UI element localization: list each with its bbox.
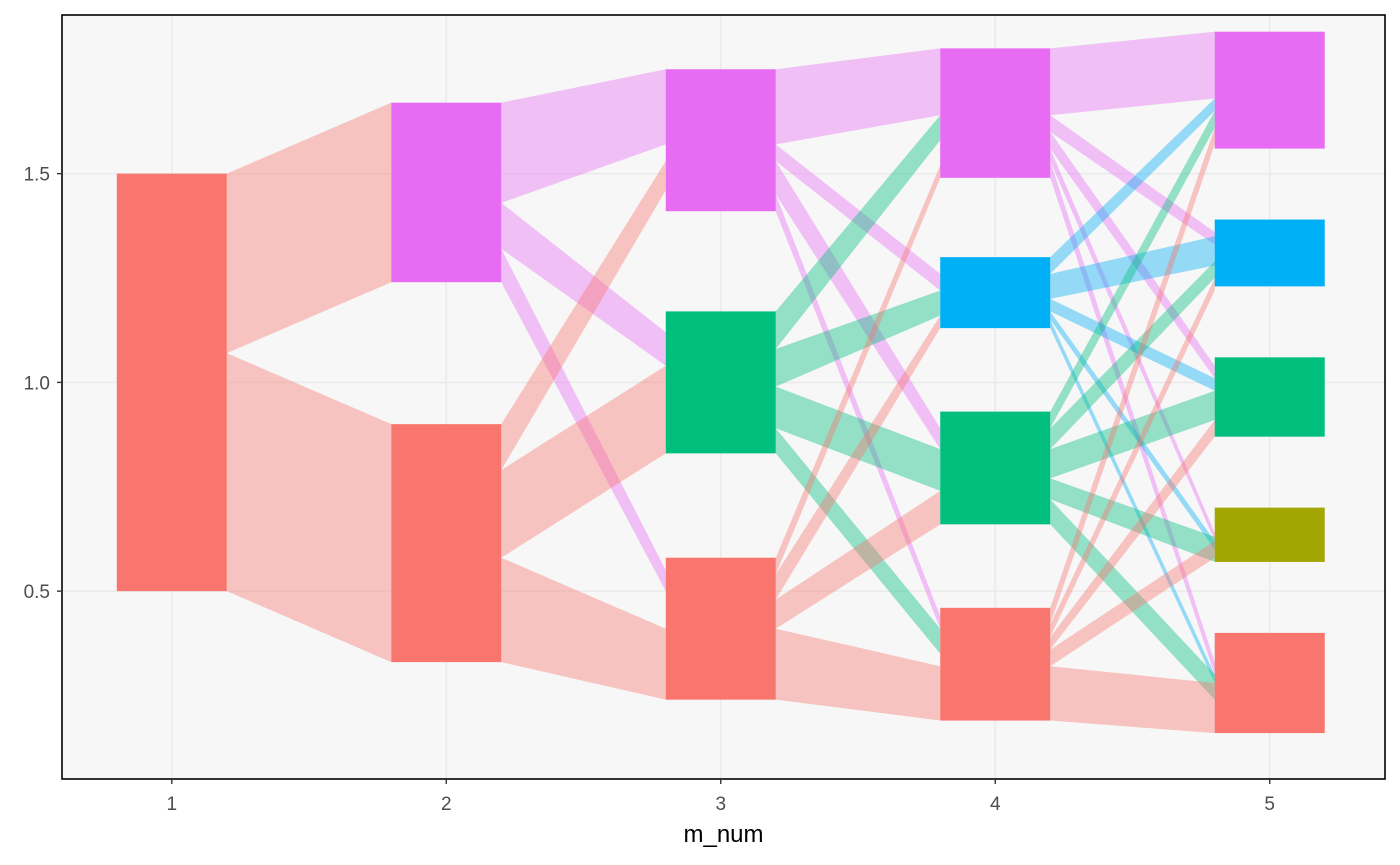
stratum-box	[391, 102, 502, 283]
stratum-box	[940, 257, 1051, 329]
flow-ribbon	[775, 144, 941, 291]
x-tick-label: 2	[441, 794, 452, 815]
flow-ribbon	[775, 115, 941, 349]
stratum-box	[1214, 507, 1325, 562]
y-axis-ticks: 0.5 1.0 1.5	[24, 165, 62, 603]
y-tick-label: 1.5	[24, 165, 50, 186]
stratum-box	[665, 557, 776, 700]
flow-ribbon	[775, 315, 941, 600]
flow-ribbon	[1050, 98, 1215, 274]
plot-border	[61, 14, 1386, 780]
x-tick-label: 1	[167, 794, 178, 815]
flow-ribbon	[775, 386, 941, 491]
flow-ribbon	[501, 161, 666, 471]
stratum-box	[1214, 632, 1325, 734]
stratum-box	[665, 69, 776, 212]
flow-ribbon	[501, 365, 666, 558]
flow-ribbon	[1050, 478, 1215, 562]
flow-ribbon	[1050, 31, 1215, 116]
x-axis-title: m_num	[683, 821, 763, 848]
stratum-box	[116, 173, 227, 592]
stratum-box	[1214, 31, 1325, 149]
flow-ribbon	[1050, 261, 1215, 450]
flow-ribbon	[501, 69, 666, 203]
flow-ribbon	[501, 557, 666, 700]
flow-ribbon	[1050, 127, 1215, 625]
stratum-box	[940, 411, 1051, 525]
flow-ribbon	[775, 428, 941, 654]
flow-ribbon	[775, 628, 941, 721]
flow-ribbon	[1050, 419, 1215, 650]
flow-ribbon	[501, 248, 666, 592]
stratum-box	[940, 48, 1051, 178]
flow-ribbon	[775, 48, 941, 145]
x-tick-label: 4	[990, 794, 1001, 815]
stratum-box	[391, 424, 502, 663]
x-tick-label: 5	[1264, 794, 1275, 815]
x-axis-ticks: 1 2 3 4 5	[167, 779, 1275, 815]
flows	[226, 31, 1215, 734]
flow-ribbon	[226, 353, 392, 663]
flow-ribbon	[1050, 298, 1215, 391]
x-tick-label: 3	[715, 794, 726, 815]
stratum-box	[665, 311, 776, 454]
flow-ribbon	[775, 490, 941, 629]
flow-ribbon	[775, 290, 941, 387]
stratum-box	[1214, 357, 1325, 437]
flow-ribbon	[1050, 148, 1215, 542]
flow-ribbon	[1050, 131, 1215, 379]
strata	[116, 31, 1325, 734]
flow-ribbon	[1050, 236, 1215, 299]
flow-ribbon	[775, 161, 941, 450]
flow-ribbon	[1050, 311, 1215, 550]
y-tick-label: 0.5	[24, 582, 50, 603]
flow-ribbon	[1050, 390, 1215, 479]
y-tick-label: 1.0	[24, 373, 50, 394]
flow-ribbon	[501, 202, 666, 366]
flow-ribbon	[1050, 666, 1215, 734]
flow-ribbon	[775, 165, 941, 575]
flow-ribbon	[1050, 541, 1215, 667]
flow-ribbon	[1050, 499, 1215, 700]
flow-ribbon	[1050, 111, 1215, 429]
flow-ribbon	[1050, 115, 1215, 245]
stratum-box	[1214, 219, 1325, 287]
flow-ribbon	[775, 194, 941, 629]
flow-ribbon	[226, 102, 392, 354]
flow-ribbon	[1050, 278, 1215, 638]
stratum-box	[940, 607, 1051, 721]
flow-ribbon	[1050, 161, 1215, 675]
flow-ribbon	[1050, 319, 1215, 683]
